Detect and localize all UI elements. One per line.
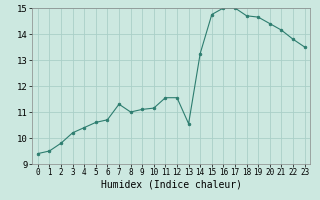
X-axis label: Humidex (Indice chaleur): Humidex (Indice chaleur)	[101, 180, 242, 190]
